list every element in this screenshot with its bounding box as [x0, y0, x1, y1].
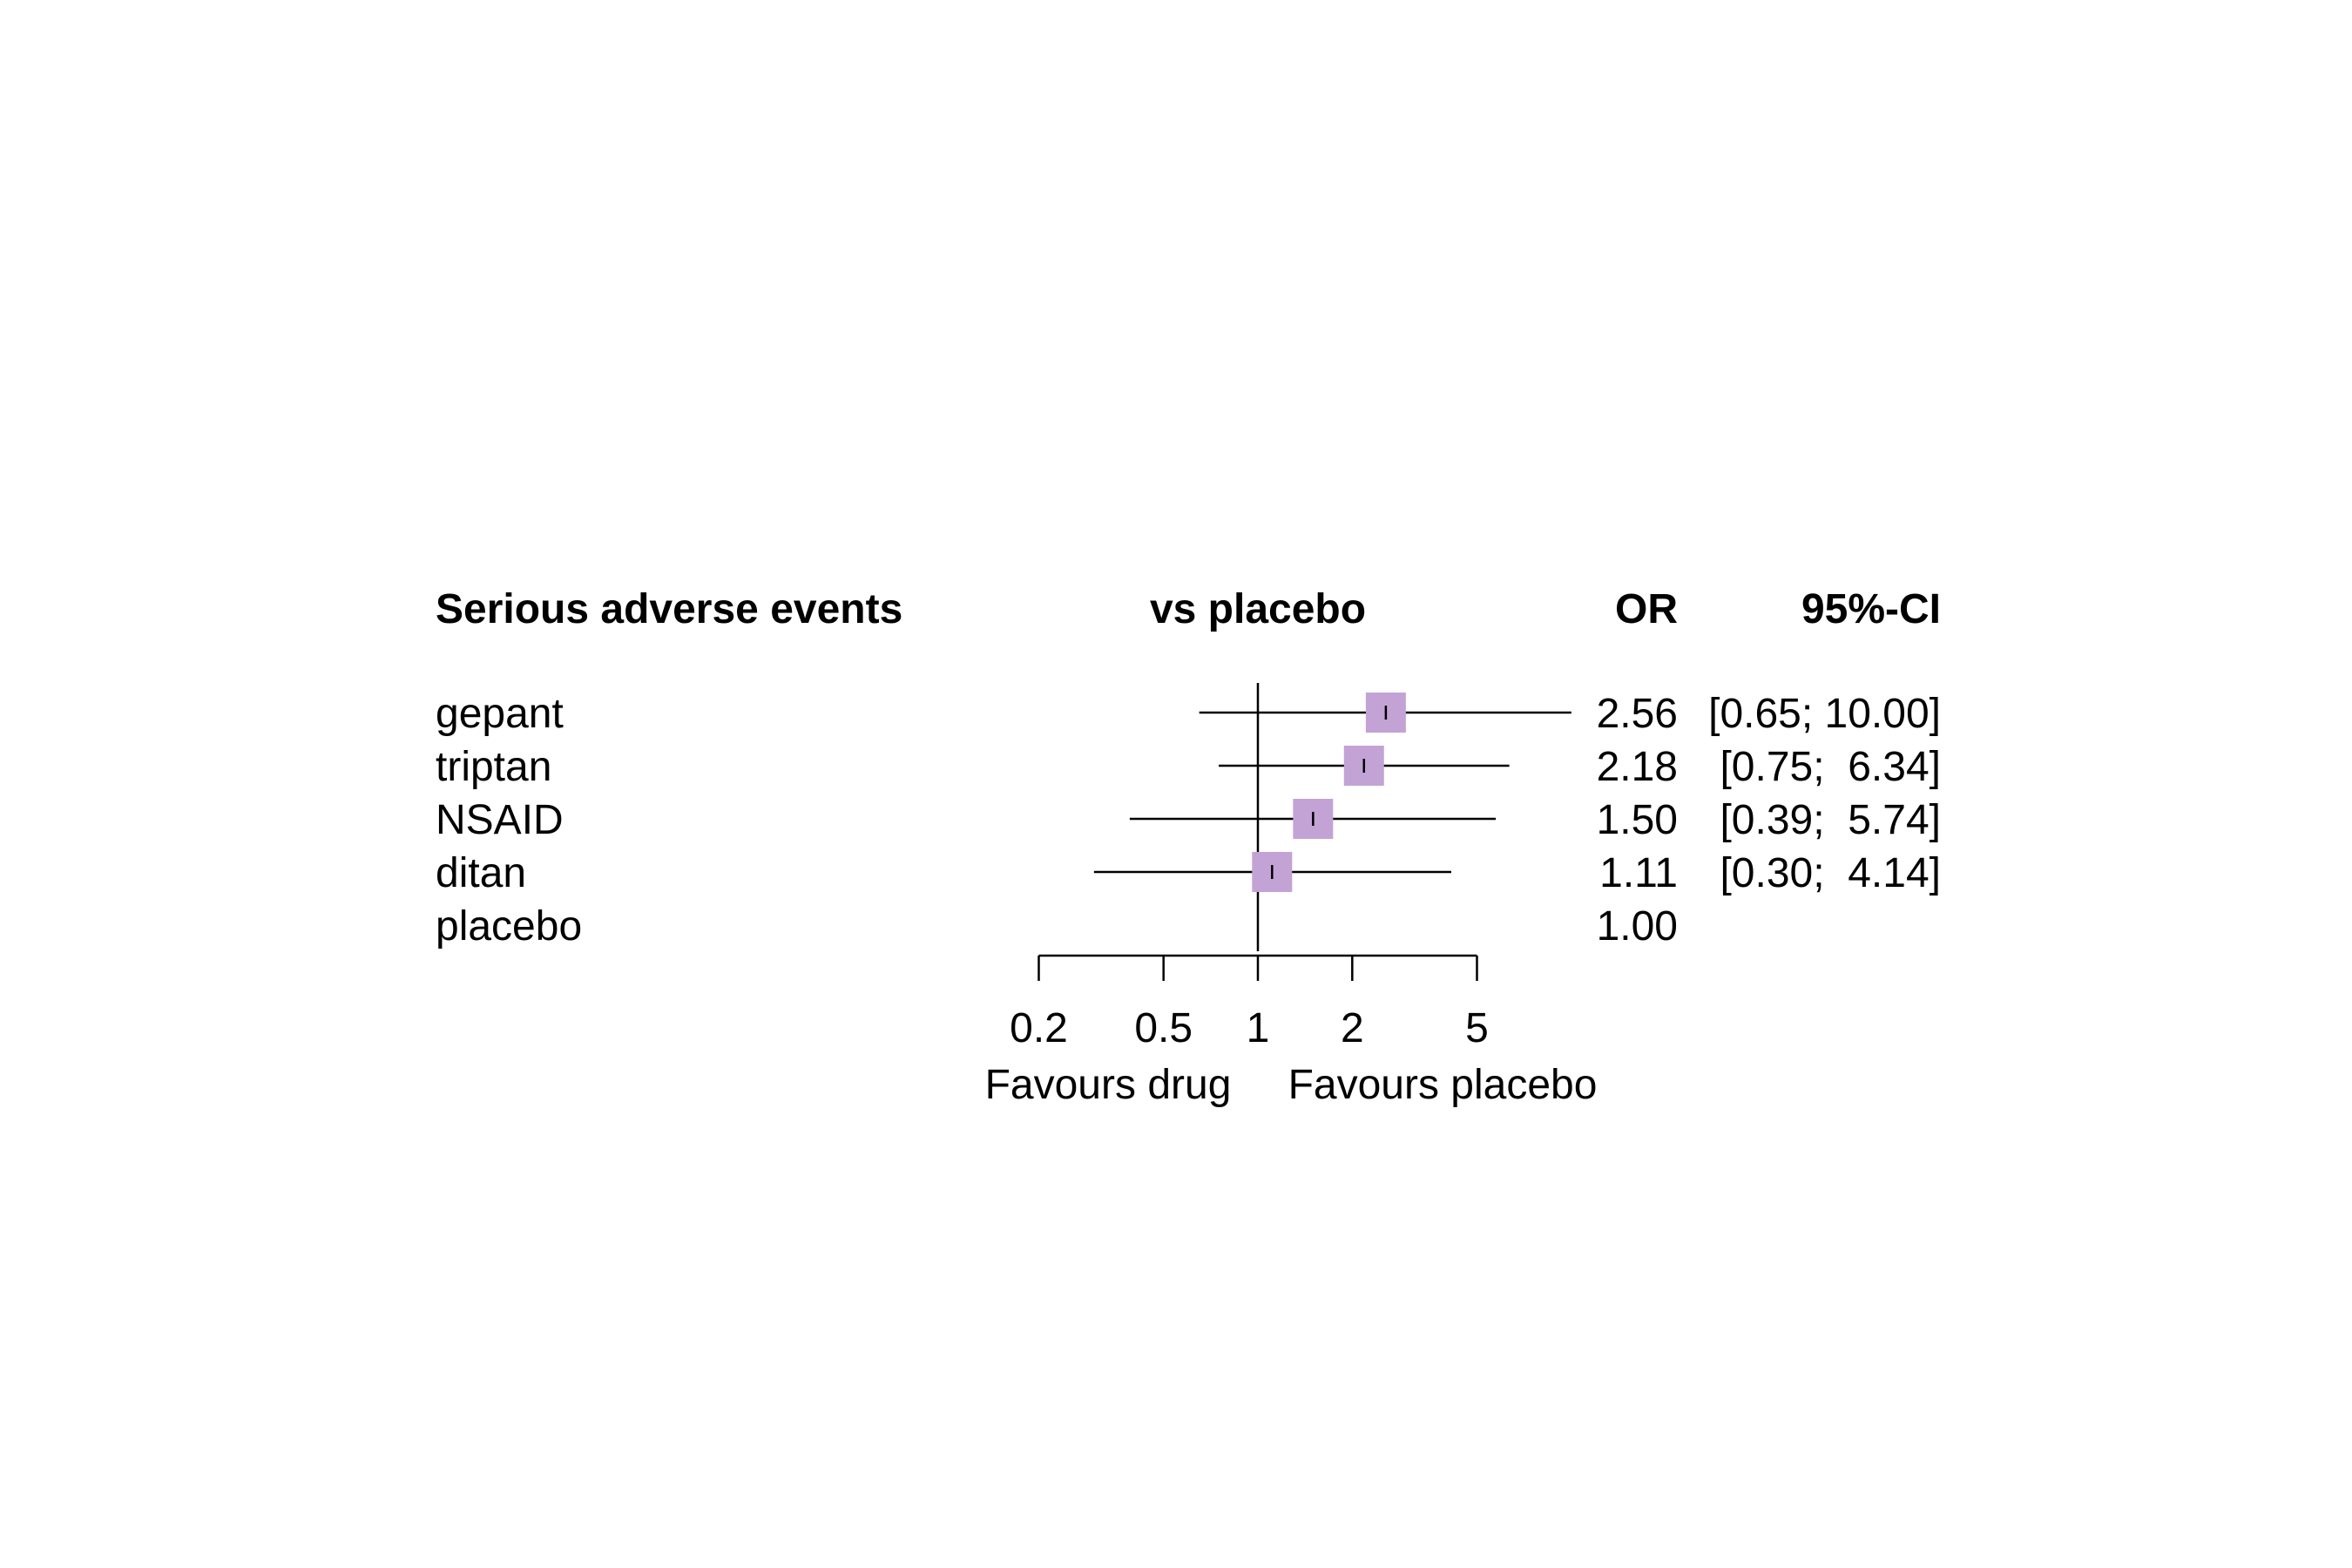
row-label: placebo [436, 903, 582, 950]
header-outcome: Serious adverse events [436, 586, 902, 632]
forest-row: placebo 1.00 [436, 903, 1678, 950]
x-tick-label: 0.5 [1134, 1005, 1193, 1051]
x-tick-label: 1 [1247, 1005, 1270, 1051]
or-value: 1.00 [1597, 903, 1678, 950]
forest-row: gepant 2.56 [0.65; 10.00] [436, 691, 1941, 737]
row-label: NSAID [436, 797, 564, 843]
header-estimate: OR [1615, 586, 1678, 632]
x-tick-label: 5 [1465, 1005, 1489, 1051]
x-tick-label: 0.2 [1010, 1005, 1068, 1051]
favours-right-label: Favours placebo [1288, 1062, 1598, 1108]
ci-value: [0.30; 4.14] [1720, 850, 1941, 896]
header-comparison: vs placebo [1150, 586, 1366, 632]
row-label: ditan [436, 850, 526, 896]
row-label: triptan [436, 744, 551, 790]
or-value: 1.11 [1599, 850, 1678, 896]
or-value: 2.56 [1597, 691, 1678, 737]
or-value: 2.18 [1597, 744, 1678, 790]
header-ci: 95%-CI [1801, 586, 1941, 632]
forest-rows: gepant 2.56 [0.65; 10.00] triptan 2.18 [0.75;… [436, 683, 1941, 951]
row-label: gepant [436, 691, 564, 737]
x-axis: 0.2 0.5 1 2 5 [1010, 954, 1489, 1051]
ci-value: [0.39; 5.74] [1720, 797, 1941, 843]
favours-left-label: Favours drug [985, 1062, 1232, 1108]
forest-row: triptan 2.18 [0.75; 6.34] [436, 744, 1941, 790]
x-tick-label: 2 [1341, 1005, 1364, 1051]
or-value: 1.50 [1597, 797, 1678, 843]
ci-value: [0.75; 6.34] [1720, 744, 1941, 790]
forest-row: NSAID 1.50 [0.39; 5.74] [436, 797, 1941, 843]
forest-row: ditan 1.11 [0.30; 4.14] [436, 850, 1941, 896]
ci-value: [0.65; 10.00] [1708, 691, 1941, 737]
